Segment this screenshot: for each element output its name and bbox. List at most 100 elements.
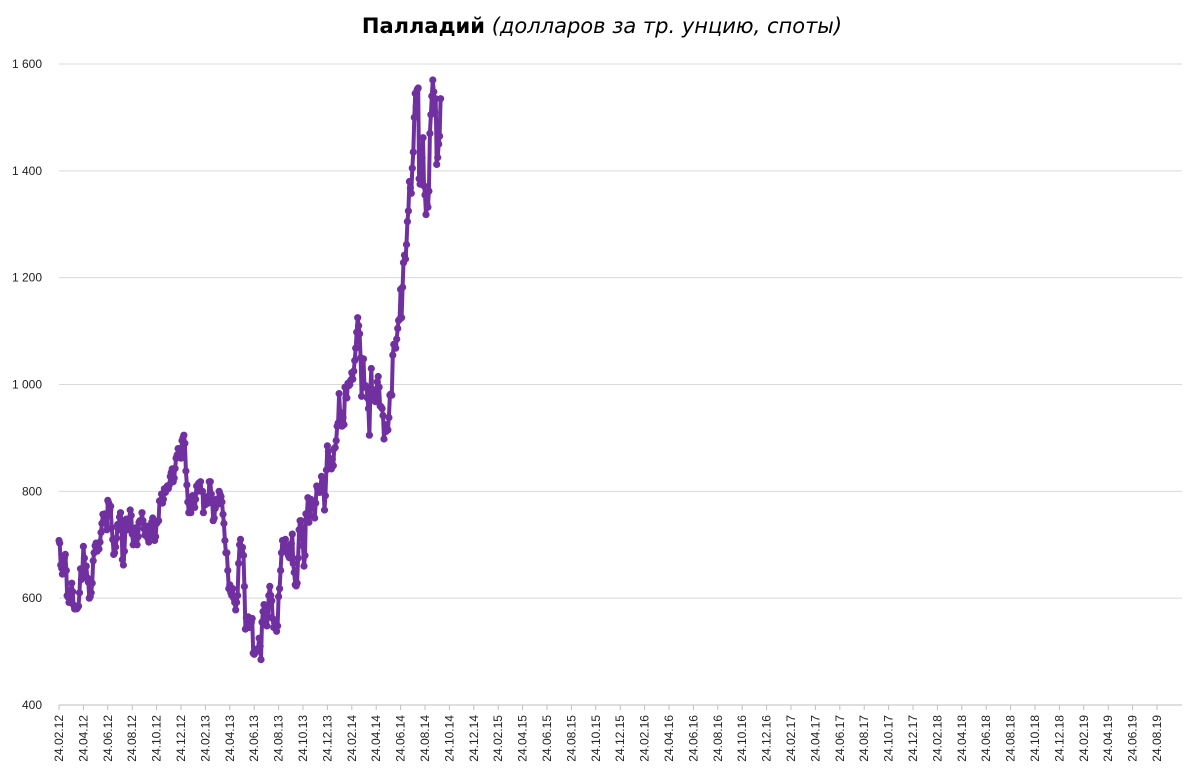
data-point	[273, 627, 281, 635]
data-point	[145, 538, 153, 546]
data-point	[233, 598, 241, 607]
x-tick-label: 24.02.18	[930, 715, 944, 762]
data-point	[199, 509, 207, 517]
data-point	[102, 519, 110, 528]
data-point	[97, 528, 105, 537]
data-point	[418, 153, 426, 162]
data-point	[239, 551, 248, 560]
data-point	[119, 561, 127, 569]
data-point	[82, 562, 90, 570]
data-point	[236, 535, 245, 544]
data-point	[96, 538, 104, 546]
data-point	[62, 566, 70, 575]
y-axis: 1 600 1 400 1 200 1 000 800 600 400	[12, 57, 42, 712]
x-tick-label: 24.08.16	[711, 715, 725, 762]
data-point	[378, 404, 386, 413]
data-point	[300, 562, 308, 570]
data-point	[412, 103, 420, 111]
data-point	[232, 606, 240, 614]
chart-title-main: Палладий	[361, 14, 485, 38]
data-point	[317, 472, 326, 480]
x-tick-label: 24.06.13	[247, 715, 261, 762]
data-point	[290, 568, 298, 577]
data-point	[138, 509, 146, 517]
data-point	[435, 140, 443, 148]
data-point	[288, 530, 296, 538]
data-point	[422, 211, 430, 219]
data-point	[340, 421, 348, 429]
x-tick-label: 24.08.17	[857, 715, 871, 762]
x-tick-label: 24.04.15	[516, 715, 530, 762]
y-tick-label: 600	[22, 591, 42, 605]
data-point	[356, 330, 364, 338]
data-point	[286, 554, 294, 562]
data-point	[117, 519, 126, 528]
data-point	[419, 134, 427, 142]
x-tick-label: 24.10.12	[150, 715, 164, 762]
data-point	[281, 535, 289, 544]
data-point	[75, 589, 84, 597]
data-point	[371, 398, 379, 406]
data-point	[392, 344, 400, 352]
chart-title: Палладий (долларов за тр. унцию, споты)	[0, 14, 1204, 38]
data-point	[263, 622, 271, 630]
data-point	[425, 187, 433, 195]
data-point	[380, 435, 388, 443]
series-line	[57, 78, 443, 662]
data-point	[426, 129, 434, 137]
data-point	[351, 356, 359, 365]
data-point	[293, 579, 301, 587]
data-point	[114, 526, 123, 534]
x-tick-label: 24.06.15	[540, 715, 554, 762]
data-point	[301, 551, 309, 560]
data-point	[358, 392, 366, 400]
data-point	[79, 542, 87, 551]
data-point	[218, 498, 226, 506]
x-tick-label: 24.08.14	[418, 715, 432, 762]
data-point	[210, 514, 218, 522]
x-tick-label: 24.08.19	[1150, 715, 1164, 762]
data-point	[367, 364, 375, 373]
data-point	[192, 495, 200, 503]
data-point	[355, 322, 363, 330]
data-point	[116, 509, 125, 517]
data-point	[398, 314, 406, 322]
data-point	[255, 634, 263, 642]
data-point	[437, 95, 445, 103]
data-point	[127, 511, 135, 519]
data-point	[332, 437, 340, 445]
data-point	[266, 582, 274, 591]
data-point	[384, 426, 392, 434]
data-point	[406, 184, 414, 192]
x-tick-label: 24.12.13	[320, 715, 334, 762]
data-point	[414, 84, 422, 92]
data-point	[229, 585, 237, 593]
gridlines	[59, 63, 1182, 706]
data-point	[89, 557, 97, 565]
data-point	[343, 394, 351, 402]
x-tick-label: 24.02.16	[638, 715, 652, 762]
data-point	[436, 132, 444, 140]
y-tick-label: 1 000	[12, 378, 42, 392]
data-point	[155, 517, 163, 525]
data-point	[323, 442, 331, 450]
x-tick-label: 24.06.19	[1126, 715, 1140, 762]
data-point	[113, 534, 121, 542]
x-tick-label: 24.12.15	[613, 715, 627, 762]
data-point	[434, 153, 442, 162]
data-point	[219, 510, 227, 518]
data-point	[424, 203, 432, 211]
x-tick-label: 24.04.18	[955, 715, 969, 762]
data-point	[319, 483, 328, 491]
data-point	[196, 478, 205, 486]
data-point	[335, 390, 343, 398]
x-tick-label: 24.10.16	[735, 715, 749, 762]
data-point	[312, 499, 320, 507]
data-point	[320, 506, 329, 514]
x-tick-label: 24.02.12	[52, 715, 66, 762]
data-point	[407, 189, 415, 197]
data-point	[170, 474, 178, 482]
data-point	[375, 383, 383, 391]
data-point	[431, 108, 439, 116]
x-tick-label: 24.04.14	[369, 715, 383, 762]
